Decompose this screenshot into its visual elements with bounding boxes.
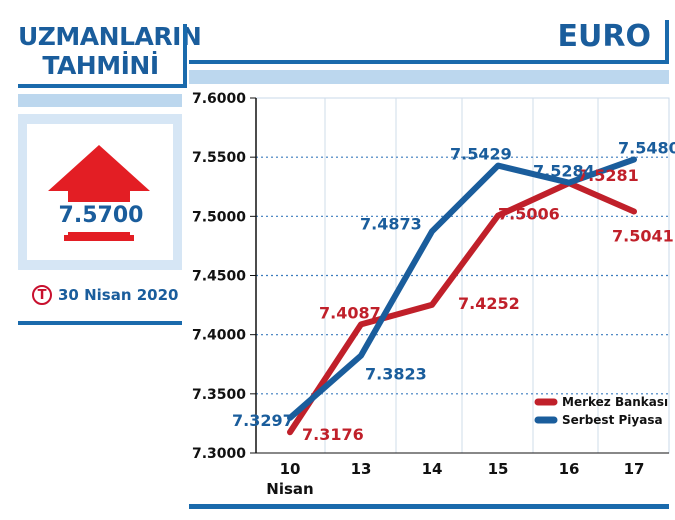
y-tick-label: 7.3500 — [192, 387, 246, 403]
data-label: 7.4252 — [458, 294, 520, 313]
title-underline — [18, 84, 187, 88]
series-line-merkez-bankasi — [287, 180, 637, 436]
legend-label: Serbest Piyasa — [562, 413, 663, 427]
data-label: 7.3297 — [232, 411, 294, 430]
up-arrow-icon — [48, 145, 150, 241]
title-line-1: UZMANLARIN — [18, 22, 202, 51]
forecast-date: 30 Nisan 2020 — [58, 286, 179, 304]
left-bottom-rule — [18, 321, 182, 325]
y-tick-label: 7.3000 — [192, 446, 246, 462]
x-tick-label: 16 — [559, 460, 580, 478]
data-label: 7.3176 — [302, 425, 364, 444]
x-tick-label: 13 — [351, 460, 372, 478]
title-vertical-rule — [183, 24, 187, 86]
newspaper-logo-icon: T — [32, 285, 52, 305]
header-band — [189, 70, 669, 84]
y-tick-label: 7.4500 — [192, 269, 246, 285]
title-line-2: TAHMİNİ — [42, 51, 159, 80]
x-tick-label: 15 — [488, 460, 509, 478]
header-rule — [189, 60, 669, 64]
expert-forecast-title: UZMANLARIN TAHMİNİ — [18, 22, 202, 80]
x-tick-label: 14 — [422, 460, 443, 478]
series-line-serbest-piyasa — [287, 156, 637, 421]
left-band — [18, 94, 182, 107]
legend-label: Merkez Bankası — [562, 395, 668, 409]
bottom-rule — [189, 504, 669, 509]
data-label: 7.4087 — [319, 303, 381, 322]
data-label: 7.5480 — [618, 139, 675, 158]
data-label: 7.5429 — [450, 145, 512, 164]
y-tick-label: 7.5500 — [192, 150, 246, 166]
currency-title: EURO — [557, 19, 651, 54]
y-tick-label: 7.4000 — [192, 328, 246, 344]
y-tick-label: 7.6000 — [192, 91, 246, 107]
data-label: 7.5041 — [612, 226, 674, 245]
x-tick-label: 17 — [624, 460, 645, 478]
data-label: 7.3823 — [365, 365, 427, 384]
date-row: T 30 Nisan 2020 — [32, 284, 179, 306]
data-label: 7.5006 — [498, 205, 560, 224]
x-tick-sublabel: Nisan — [266, 480, 313, 498]
header-vertical-rule — [665, 20, 669, 64]
data-label: 7.4873 — [360, 214, 422, 233]
data-label: 7.5284 — [533, 162, 595, 181]
y-tick-label: 7.5000 — [192, 209, 246, 225]
x-tick-label: 10 — [280, 460, 301, 478]
prediction-value: 7.5700 — [58, 203, 144, 228]
data-label: 7.5281 — [577, 166, 639, 185]
